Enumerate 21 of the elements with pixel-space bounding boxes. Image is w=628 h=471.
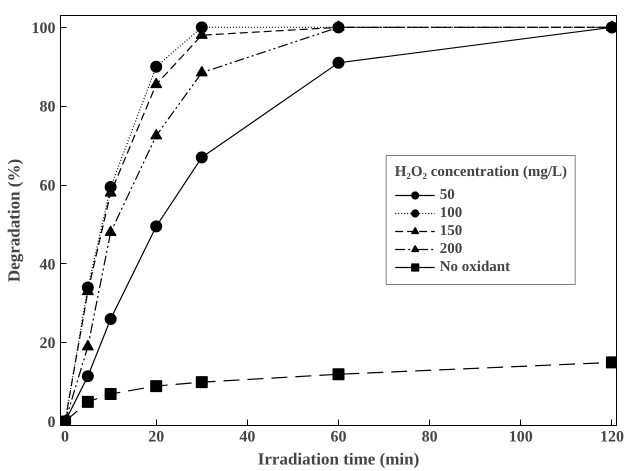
x-tick-label: 20 bbox=[148, 428, 164, 446]
y-tick-label: 40 bbox=[40, 256, 56, 274]
y-tick-label: 20 bbox=[40, 335, 56, 352]
x-tick-label: 120 bbox=[600, 428, 624, 446]
x-tick-label: 60 bbox=[330, 428, 346, 446]
legend-title: H₂O₂ concentration (mg/L) bbox=[394, 164, 567, 181]
y-axis-title: Degradation (%) bbox=[4, 158, 24, 282]
legend-label: 200 bbox=[440, 240, 462, 258]
x-axis-title: Irradiation time (min) bbox=[258, 450, 420, 468]
x-tick-label: 40 bbox=[239, 428, 256, 446]
legend-label: No oxidant bbox=[440, 258, 510, 276]
y-tick-label: 100 bbox=[32, 20, 56, 37]
x-tick-label: 80 bbox=[422, 428, 438, 446]
y-tick-label: 80 bbox=[40, 98, 56, 116]
legend-label: 150 bbox=[440, 222, 462, 240]
y-tick-label: 60 bbox=[40, 178, 56, 195]
legend-label: 50 bbox=[440, 186, 456, 204]
x-tick-label: 100 bbox=[508, 428, 533, 446]
y-tick-label: 0 bbox=[48, 414, 56, 432]
legend-label: 100 bbox=[440, 204, 462, 222]
x-tick-label: 0 bbox=[61, 428, 70, 446]
